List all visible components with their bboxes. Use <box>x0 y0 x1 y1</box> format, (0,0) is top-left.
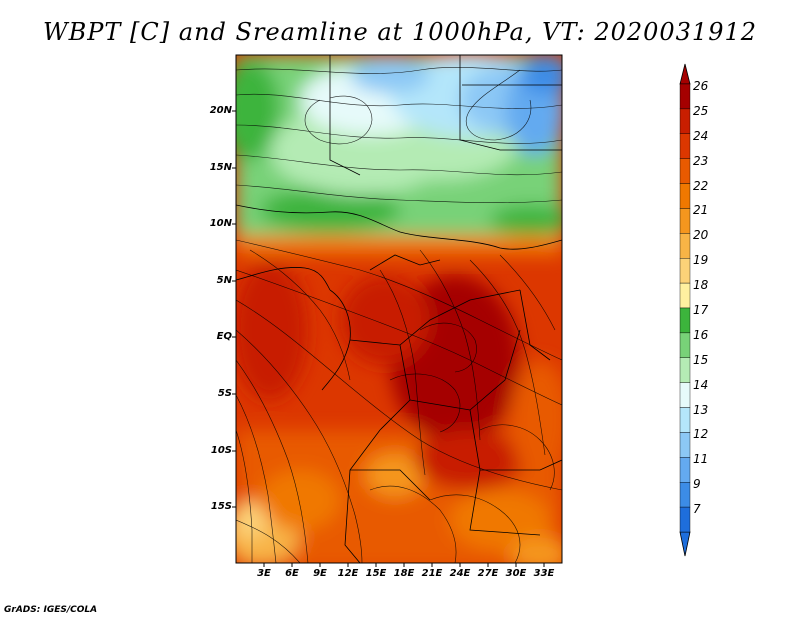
lat-label-5s: 5S <box>217 388 232 399</box>
colorbar-box-5 <box>679 208 691 234</box>
lat-ticks <box>232 110 236 508</box>
colorbar-box-1 <box>679 108 691 134</box>
colorbar-label-18: 18 <box>693 278 709 293</box>
colorbar-label-17: 17 <box>693 303 709 317</box>
streamlines <box>236 67 562 563</box>
colorbar-box-3 <box>679 158 691 184</box>
colorbar-box-15 <box>679 457 691 483</box>
lat-label-15n: 15N <box>209 162 232 173</box>
colorbar-box-12 <box>679 382 691 408</box>
grads-credit: GrADS: IGES/COLA <box>4 605 98 615</box>
colorbar-label-9: 9 <box>693 477 701 492</box>
wbpt-field <box>236 55 562 563</box>
colorbar-label-21: 21 <box>693 203 709 218</box>
colorbar-label-23: 23 <box>693 153 709 168</box>
colorbar-box-11 <box>679 357 691 383</box>
colorbar-box-0 <box>679 83 691 110</box>
colorbar-label-20: 20 <box>693 228 709 243</box>
plot-frame <box>235 54 563 564</box>
lon-label-21e: 21E <box>421 568 443 579</box>
colorbar-label-22: 22 <box>693 178 709 193</box>
colorbar-box-2 <box>679 133 691 159</box>
colorbar-label-14: 14 <box>693 377 709 392</box>
lat-label-10s: 10S <box>210 445 232 456</box>
lon-label-15e: 15E <box>365 568 387 579</box>
lat-label-20n: 20N <box>209 105 232 116</box>
lat-label-15s: 15S <box>210 501 232 512</box>
lon-label-27e: 27E <box>477 568 499 579</box>
lon-ticks <box>263 563 545 567</box>
colorbar-label-11: 11 <box>693 452 709 467</box>
lon-label-9e: 9E <box>313 568 327 579</box>
lon-label-24e: 24E <box>449 568 471 579</box>
colorbar-box-13 <box>679 407 691 433</box>
lat-label-5n: 5N <box>216 275 232 286</box>
lon-label-18e: 18E <box>393 568 415 579</box>
colorbar-box-6 <box>679 233 691 259</box>
lat-label-10n: 10N <box>209 218 232 229</box>
colorbar-box-8 <box>679 282 691 309</box>
colorbar-top-arrow <box>679 63 691 85</box>
map-title: WBPT [C] and Sreamline at 1000hPa, VT: 2… <box>42 18 758 46</box>
colorbar <box>679 63 691 557</box>
lon-label-3e: 3E <box>257 568 271 579</box>
lon-label-33e: 33E <box>533 568 555 579</box>
colorbar-label-15: 15 <box>693 352 709 367</box>
colorbar-label-12: 12 <box>693 427 709 442</box>
lon-label-30e: 30E <box>505 568 527 579</box>
colorbar-label-13: 13 <box>693 402 709 417</box>
colorbar-box-9 <box>679 307 691 334</box>
colorbar-label-25: 25 <box>693 103 709 118</box>
lat-label-eq: EQ <box>216 331 232 342</box>
lon-label-6e: 6E <box>285 568 299 579</box>
colorbar-box-10 <box>679 332 691 358</box>
colorbar-box-17 <box>679 506 691 533</box>
colorbar-box-14 <box>679 432 691 458</box>
country-boundaries <box>236 55 562 563</box>
colorbar-label-26: 26 <box>693 79 709 93</box>
colorbar-bottom-arrow <box>679 531 691 557</box>
colorbar-box-16 <box>679 482 691 508</box>
colorbar-label-24: 24 <box>693 128 709 143</box>
lon-label-12e: 12E <box>337 568 359 579</box>
colorbar-label-7: 7 <box>693 502 701 517</box>
colorbar-label-16: 16 <box>693 327 709 342</box>
colorbar-box-7 <box>679 258 691 284</box>
colorbar-box-4 <box>679 183 691 209</box>
colorbar-label-19: 19 <box>693 253 709 268</box>
